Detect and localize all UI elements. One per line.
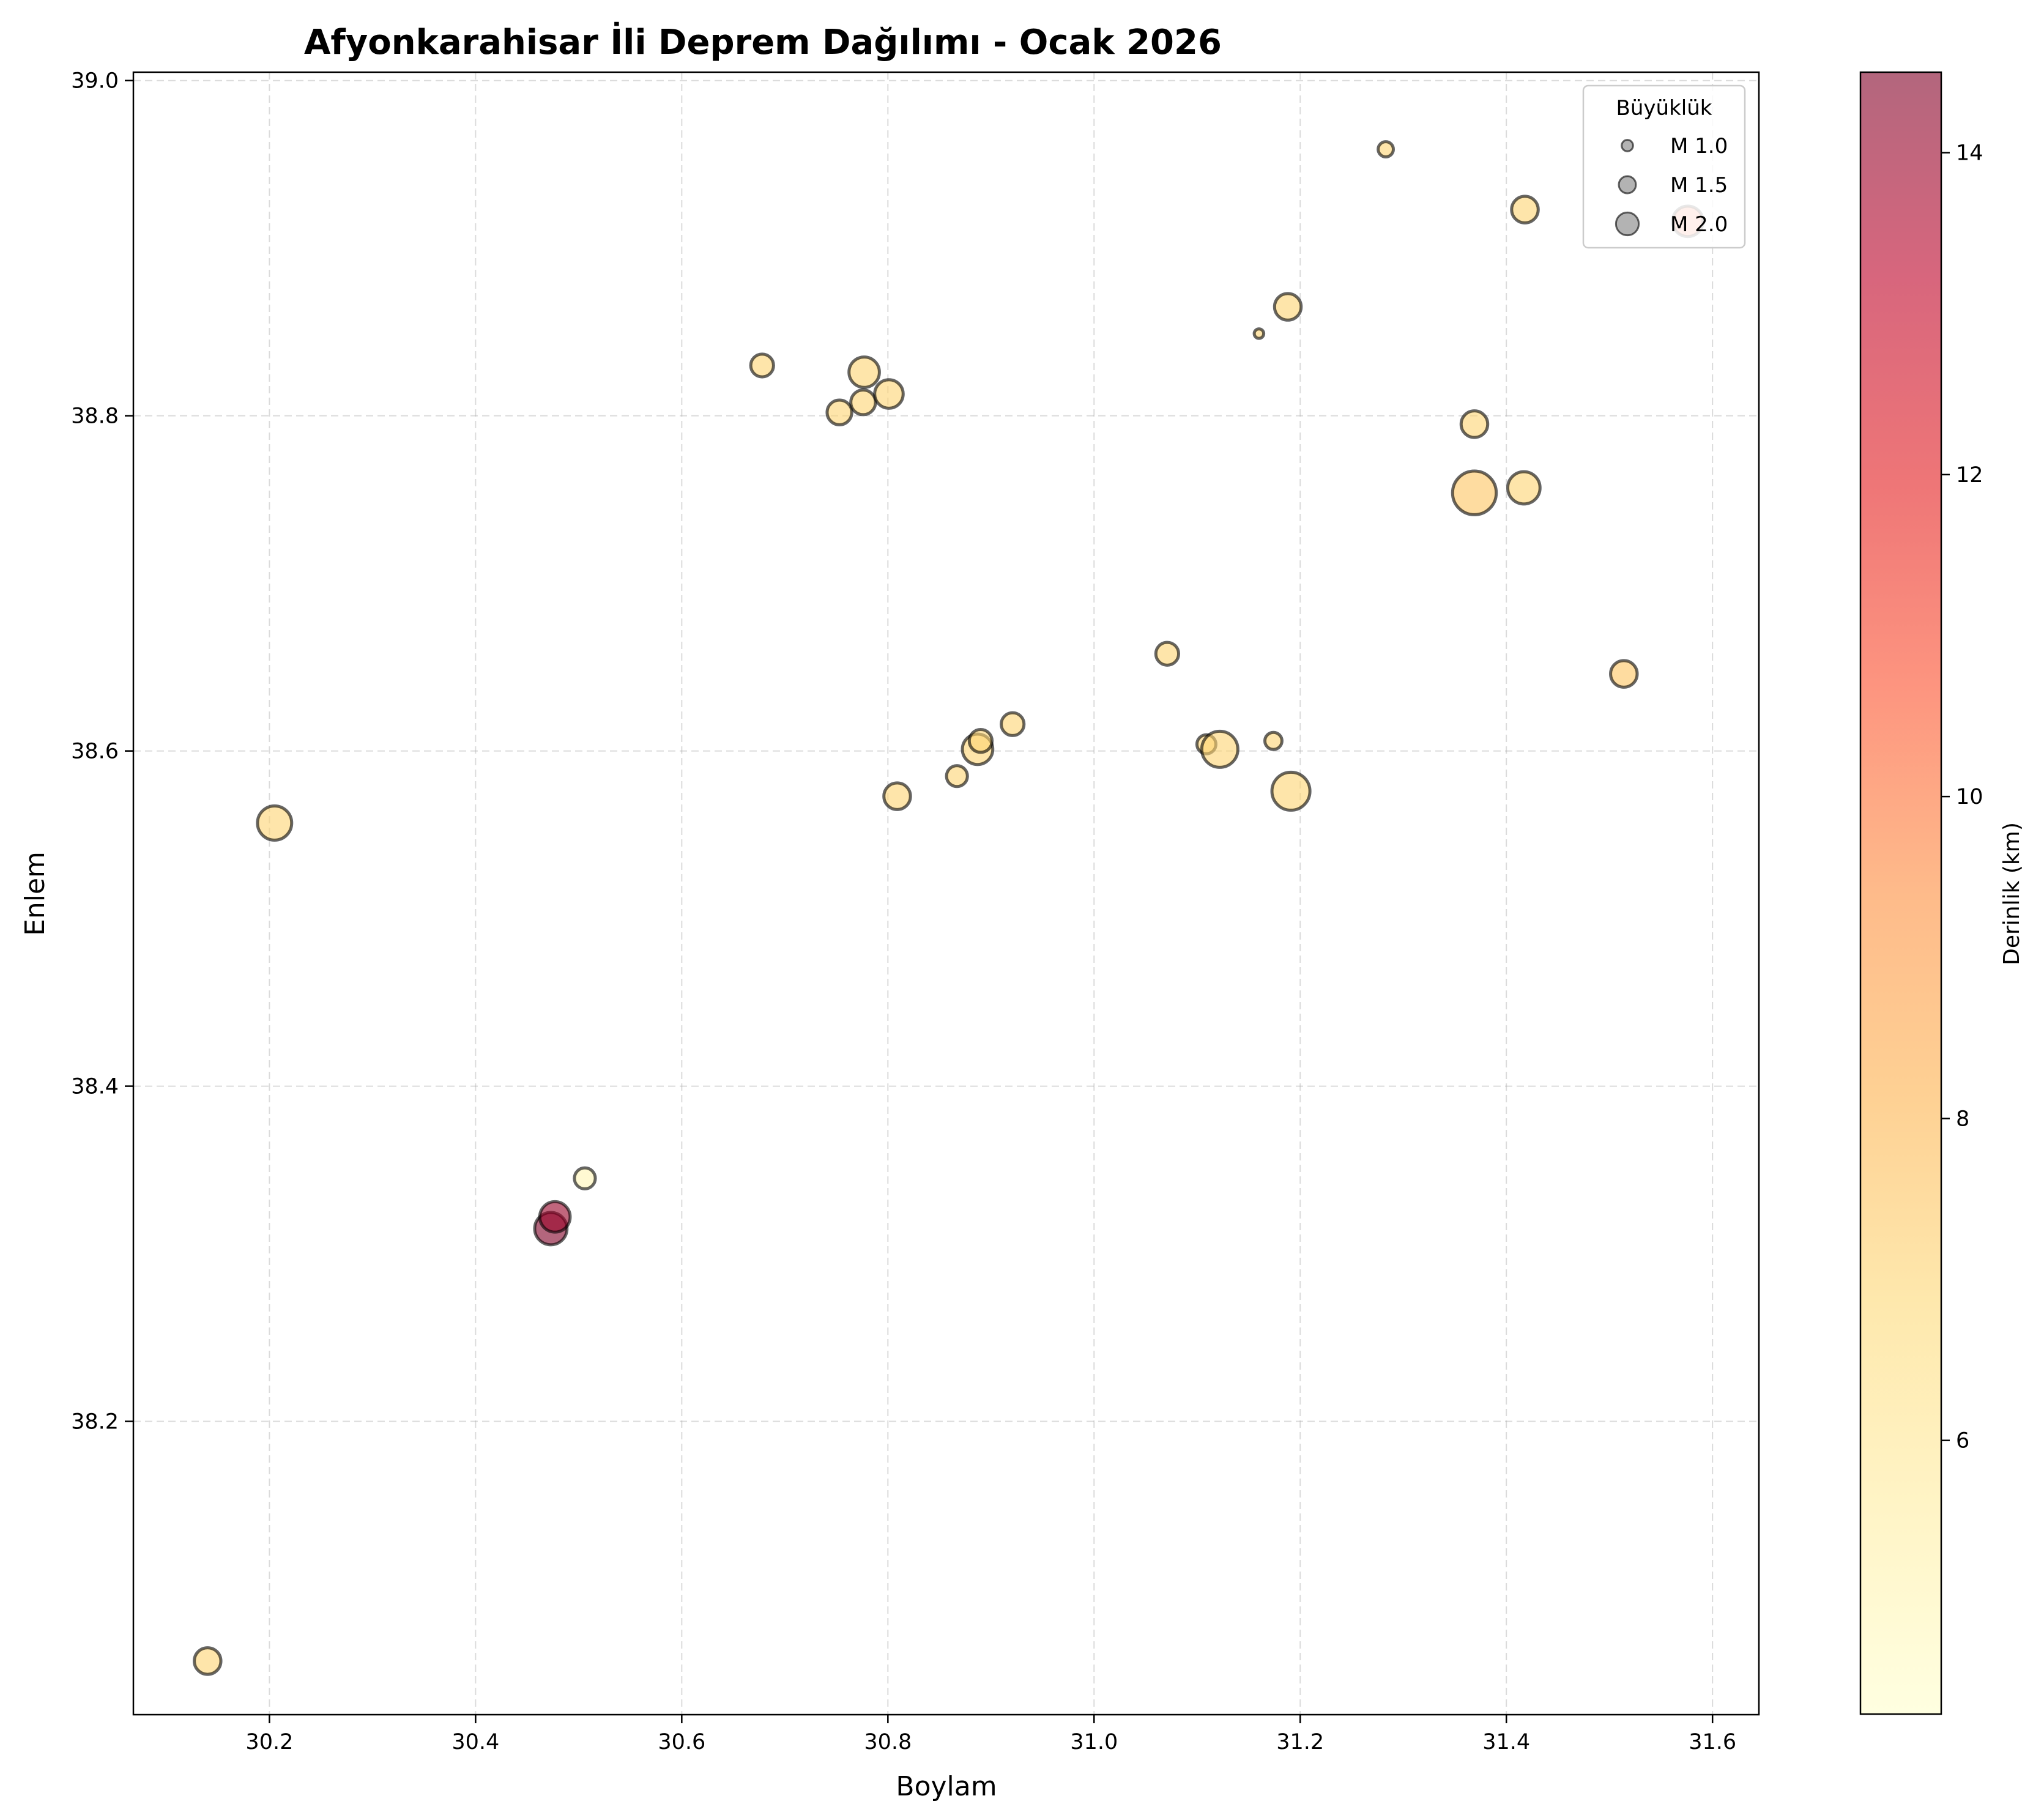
earthquake-point (573, 1166, 597, 1190)
colorbar-label: Derinlik (km) (1999, 822, 2024, 965)
legend-title: Büyüklük (1616, 96, 1712, 121)
earthquake-point (193, 1646, 223, 1676)
earthquake-point (256, 804, 294, 842)
chart-title: Afyonkarahisar İli Deprem Dağılımı - Oca… (304, 23, 1222, 62)
plot-area-frame (132, 71, 1760, 1716)
earthquake-point (1200, 729, 1239, 769)
y-tick-label: 38.2 (71, 1410, 119, 1435)
colorbar-tick-label: 14 (1956, 141, 1983, 166)
earthquake-point (967, 728, 994, 754)
x-tick-label: 30.4 (452, 1730, 499, 1754)
earthquake-point (749, 352, 775, 379)
y-tick-label: 38.4 (71, 1075, 119, 1099)
earthquake-point (1263, 730, 1284, 751)
legend-label: M 2.0 (1670, 212, 1728, 237)
legend: Büyüklük M 1.0 M 1.5 M 2.0 (1582, 84, 1746, 249)
colorbar-tick-label: 8 (1956, 1107, 1969, 1131)
earthquake-point (1377, 140, 1395, 158)
colorbar: 6 8 10 12 14 Derinlik (km) (1859, 71, 2024, 1715)
data-points (193, 140, 1705, 1676)
x-tick-label: 31.0 (1070, 1730, 1118, 1754)
legend-marker (1621, 139, 1634, 152)
legend-marker (1618, 175, 1637, 195)
x-tick-label: 31.4 (1482, 1730, 1530, 1754)
x-tick-label: 30.6 (658, 1730, 705, 1754)
earthquake-point (1609, 659, 1639, 689)
earthquake-point (849, 388, 877, 417)
colorbar-tick-label: 10 (1956, 785, 1983, 809)
earthquake-point (1252, 327, 1266, 340)
earthquake-point (1510, 195, 1540, 225)
x-tick-label: 31.2 (1276, 1730, 1324, 1754)
y-tick-label: 39.0 (71, 69, 119, 94)
earthquake-point (1000, 711, 1026, 737)
earthquake-point (873, 378, 905, 410)
y-axis-label: Enlem (20, 852, 51, 936)
colorbar-ticks: 6 8 10 12 14 (1941, 141, 1983, 1453)
y-tick-label: 38.8 (71, 404, 119, 429)
colorbar-tick-label: 12 (1956, 463, 1983, 488)
earthquake-point (882, 781, 912, 811)
earthquake-point (1154, 640, 1181, 667)
y-axis-ticks: 38.2 38.4 38.6 38.8 39.0 (71, 69, 133, 1435)
earthquake-point (825, 398, 853, 426)
y-tick-label: 38.6 (71, 740, 119, 764)
earthquake-point (847, 355, 881, 389)
colorbar-gradient (1860, 72, 1941, 1714)
x-tick-label: 30.8 (864, 1730, 912, 1754)
earthquake-point (945, 764, 969, 789)
colorbar-tick-label: 6 (1956, 1429, 1969, 1453)
earthquake-point (1506, 470, 1542, 506)
colorbar-frame (1859, 71, 1942, 1715)
legend-label: M 1.0 (1670, 134, 1728, 158)
grid-lines (133, 72, 1759, 1715)
x-tick-label: 30.2 (245, 1730, 293, 1754)
earthquake-point (1459, 409, 1490, 439)
earthquake-point (1270, 770, 1312, 812)
earthquake-point (538, 1200, 572, 1234)
legend-marker (1615, 211, 1640, 237)
earthquake-point (1273, 292, 1303, 322)
legend-label: M 1.5 (1670, 173, 1728, 198)
x-axis-label: Boylam (896, 1771, 997, 1802)
x-tick-label: 31.6 (1689, 1730, 1736, 1754)
x-axis-ticks: 30.2 30.4 30.6 30.8 31.0 31.2 31.4 31.6 (245, 1715, 1736, 1754)
legend-box (1582, 84, 1746, 249)
earthquake-point (1451, 469, 1498, 516)
